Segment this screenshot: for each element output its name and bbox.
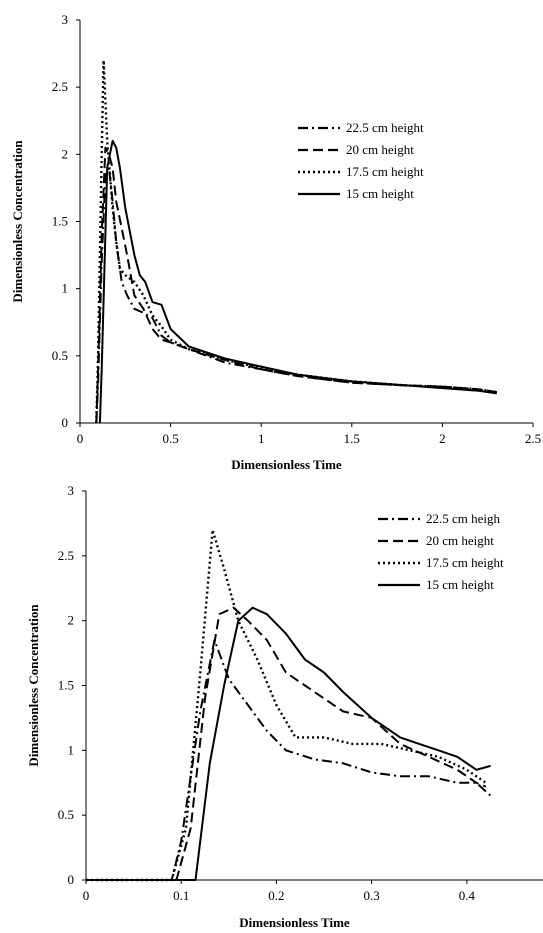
x-tick-label: 0.3 xyxy=(364,888,380,903)
series-line-2 xyxy=(95,146,497,424)
y-tick-label: 3 xyxy=(62,12,69,27)
y-tick-label: 3 xyxy=(68,483,75,498)
x-tick-label: 0.5 xyxy=(162,431,178,446)
legend-label: 15 cm height xyxy=(346,186,414,201)
chart-bottom: 0 0.5 1 1.5 2 2.5 3 0 0.1 0.2 0.3 0.4 Dimensionless … xyxy=(26,483,543,930)
legend-label: 17.5 cm height xyxy=(346,164,424,179)
y-tick-label: 1 xyxy=(62,281,69,296)
legend-label: 20 cm height xyxy=(346,142,414,157)
x-tick-label: 2 xyxy=(439,431,446,446)
y-tick-label: 0.5 xyxy=(58,807,74,822)
y-tick-label: 1.5 xyxy=(58,678,74,693)
legend-label: 15 cm height xyxy=(426,577,494,592)
legend-label: 22.5 cm heigh xyxy=(426,511,501,526)
series-line-3 xyxy=(86,528,487,882)
x-axis-label: Dimensionless Time xyxy=(231,457,342,472)
x-tick-label: 1.5 xyxy=(344,431,360,446)
legend-label: 22.5 cm height xyxy=(346,120,424,135)
y-tick-label: 1 xyxy=(68,742,75,757)
y-axis-label: Dimensionless Concentration xyxy=(10,140,25,303)
x-tick-label: 0.1 xyxy=(173,888,189,903)
x-tick-label: 0 xyxy=(77,431,84,446)
legend-label: 20 cm height xyxy=(426,533,494,548)
y-tick-label: 1.5 xyxy=(52,214,68,229)
series-line-2 xyxy=(86,606,487,881)
series-line-4 xyxy=(86,606,491,881)
y-tick-label: 0 xyxy=(62,415,69,430)
x-tick-label: 0.2 xyxy=(268,888,284,903)
y-tick-label: 2.5 xyxy=(58,548,74,563)
x-tick-label: 0 xyxy=(83,888,90,903)
series-line-4 xyxy=(98,139,497,424)
y-axis-label: Dimensionless Concentration xyxy=(26,604,41,767)
y-tick-label: 2 xyxy=(68,613,75,628)
series-line-1 xyxy=(95,166,497,424)
y-tick-label: 0.5 xyxy=(52,348,68,363)
chart-top: 0 0.5 1 1.5 2 2.5 3 0 0.5 1 1.5 2 2.5 Dimensionless T… xyxy=(10,12,541,472)
series-line-1 xyxy=(86,639,492,881)
y-tick-label: 2.5 xyxy=(52,79,68,94)
y-tick-label: 0 xyxy=(68,872,75,887)
legend-label: 17.5 cm height xyxy=(426,555,504,570)
y-tick-label: 2 xyxy=(62,146,69,161)
x-tick-label: 0.4 xyxy=(459,888,476,903)
x-tick-label: 1 xyxy=(258,431,265,446)
x-tick-label: 2.5 xyxy=(525,431,541,446)
x-axis-label: Dimensionless Time xyxy=(239,915,350,930)
series-line-3 xyxy=(95,59,497,424)
